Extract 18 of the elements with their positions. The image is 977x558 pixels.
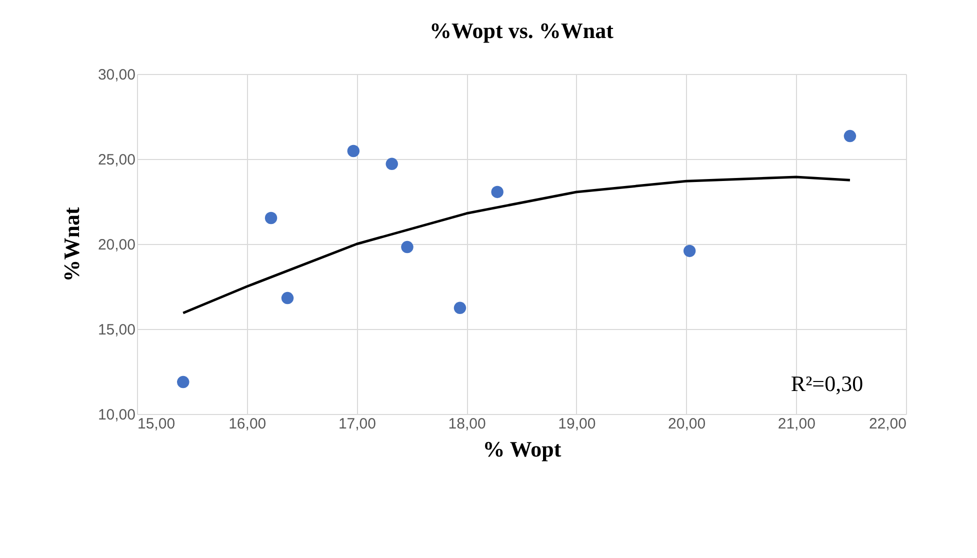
y-tick-label: 25,00: [98, 152, 136, 168]
y-tick-label: 30,00: [98, 66, 136, 84]
x-tick-label: 15,00: [138, 416, 176, 432]
x-tick-label: 20,00: [668, 416, 706, 432]
annotation: R²=0,30: [790, 371, 864, 396]
x-tick-label: 18,00: [448, 416, 486, 432]
x-tick-label: 21,00: [778, 416, 816, 432]
y-axis-title: %Wnat: [58, 206, 84, 282]
x-axis-title: % Wopt: [482, 436, 562, 462]
x-tick-label: 22,00: [868, 416, 906, 432]
y-tick-label: 15,00: [98, 322, 136, 338]
line-series: [182, 176, 852, 314]
x-tick-label: 16,00: [228, 416, 266, 432]
y-tick-label: 10,00: [98, 406, 136, 424]
x-tick-label: 19,00: [558, 416, 596, 432]
y-tick-label: 20,00: [98, 236, 136, 254]
x-tick-label: 17,00: [338, 416, 376, 432]
chart-title: %Wopt vs. %Wnat: [430, 18, 614, 43]
